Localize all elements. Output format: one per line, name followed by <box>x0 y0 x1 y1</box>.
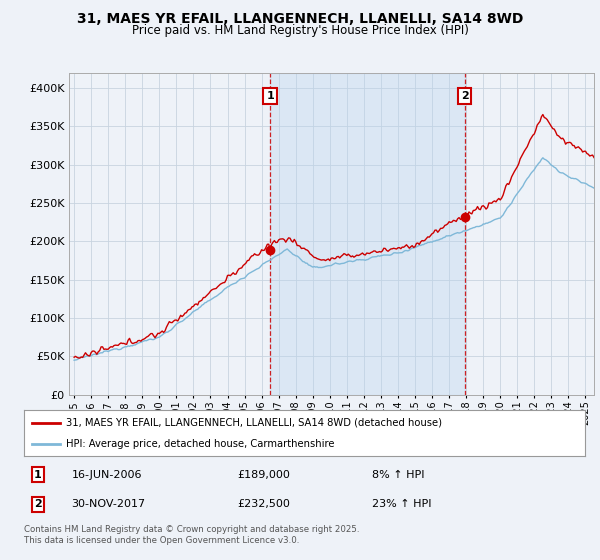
Text: Contains HM Land Registry data © Crown copyright and database right 2025.
This d: Contains HM Land Registry data © Crown c… <box>24 525 359 545</box>
Text: Price paid vs. HM Land Registry's House Price Index (HPI): Price paid vs. HM Land Registry's House … <box>131 24 469 37</box>
Text: £232,500: £232,500 <box>237 500 290 510</box>
Text: 16-JUN-2006: 16-JUN-2006 <box>71 470 142 480</box>
Bar <box>270 73 465 395</box>
Text: 1: 1 <box>266 91 274 101</box>
Text: 31, MAES YR EFAIL, LLANGENNECH, LLANELLI, SA14 8WD: 31, MAES YR EFAIL, LLANGENNECH, LLANELLI… <box>77 12 523 26</box>
Text: 1: 1 <box>34 470 42 480</box>
Text: 31, MAES YR EFAIL, LLANGENNECH, LLANELLI, SA14 8WD (detached house): 31, MAES YR EFAIL, LLANGENNECH, LLANELLI… <box>66 418 442 428</box>
Text: 30-NOV-2017: 30-NOV-2017 <box>71 500 146 510</box>
Text: 2: 2 <box>461 91 469 101</box>
Text: 23% ↑ HPI: 23% ↑ HPI <box>372 500 431 510</box>
Text: £189,000: £189,000 <box>237 470 290 480</box>
Text: HPI: Average price, detached house, Carmarthenshire: HPI: Average price, detached house, Carm… <box>66 439 335 449</box>
Text: 8% ↑ HPI: 8% ↑ HPI <box>372 470 424 480</box>
Text: 2: 2 <box>34 500 42 510</box>
